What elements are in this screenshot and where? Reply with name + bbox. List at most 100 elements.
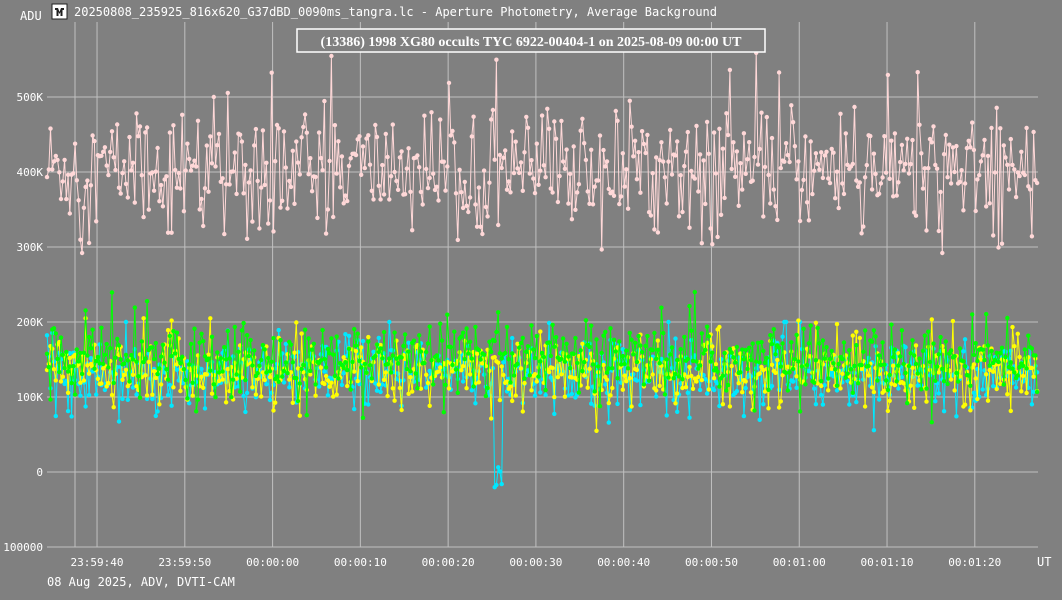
data-point xyxy=(165,230,171,235)
data-point xyxy=(678,173,683,178)
data-point xyxy=(718,212,724,217)
y-tick-label: 100000 xyxy=(3,541,43,554)
data-point xyxy=(48,397,53,402)
data-point xyxy=(171,385,176,390)
data-point xyxy=(847,348,852,353)
data-point xyxy=(496,360,501,365)
x-tick-label: 00:00:20 xyxy=(422,556,475,569)
data-point xyxy=(771,187,776,192)
data-point xyxy=(601,147,606,153)
data-point xyxy=(497,152,503,158)
data-point xyxy=(924,228,929,233)
data-point xyxy=(850,333,855,338)
data-point xyxy=(260,342,266,348)
data-point xyxy=(910,338,915,343)
data-point xyxy=(299,366,304,372)
data-point xyxy=(448,344,453,350)
data-point xyxy=(60,352,65,357)
data-point xyxy=(926,329,931,334)
data-point xyxy=(262,182,267,188)
data-point xyxy=(901,381,906,386)
data-point xyxy=(292,350,297,355)
data-point xyxy=(668,352,673,357)
data-point xyxy=(573,207,578,212)
data-point xyxy=(478,224,483,229)
data-point xyxy=(975,396,980,402)
data-point xyxy=(908,351,913,356)
data-point xyxy=(388,174,394,179)
data-point xyxy=(499,165,504,171)
data-point xyxy=(125,195,130,200)
data-point xyxy=(984,311,989,317)
data-point xyxy=(903,370,908,376)
data-point xyxy=(592,184,597,189)
data-point xyxy=(596,178,601,183)
data-point xyxy=(174,367,180,372)
data-point xyxy=(253,392,259,397)
data-point xyxy=(136,134,141,139)
data-point xyxy=(834,388,840,393)
data-point xyxy=(492,157,497,162)
data-point xyxy=(506,357,511,362)
data-point xyxy=(410,389,415,394)
data-point xyxy=(86,334,92,340)
data-point xyxy=(622,373,627,378)
data-point xyxy=(601,362,606,368)
data-point xyxy=(383,370,388,375)
data-point xyxy=(715,369,720,374)
data-point xyxy=(134,359,139,364)
data-point xyxy=(115,336,120,342)
data-point xyxy=(876,397,882,402)
data-point xyxy=(666,375,671,380)
data-point xyxy=(891,194,896,199)
data-point xyxy=(448,133,453,138)
data-point xyxy=(259,394,264,399)
data-point xyxy=(504,187,510,192)
data-point xyxy=(819,392,824,398)
data-point xyxy=(264,160,269,165)
data-point xyxy=(1005,162,1010,167)
data-point xyxy=(497,351,503,356)
data-point xyxy=(920,363,926,369)
data-point xyxy=(455,390,460,395)
data-point xyxy=(67,355,73,361)
data-point xyxy=(462,356,467,362)
data-point xyxy=(599,247,604,252)
data-point xyxy=(206,356,211,361)
data-point xyxy=(717,126,722,131)
data-point xyxy=(165,377,171,382)
data-point xyxy=(178,361,183,366)
data-point xyxy=(829,146,834,152)
data-point xyxy=(857,335,862,341)
data-point xyxy=(450,369,455,374)
data-point xyxy=(954,414,959,419)
data-point xyxy=(991,369,996,374)
data-point xyxy=(711,130,717,135)
data-point xyxy=(727,404,733,409)
data-point xyxy=(141,316,146,321)
data-point xyxy=(360,144,366,149)
data-point xyxy=(487,339,492,344)
data-point xyxy=(380,382,385,387)
data-point xyxy=(397,155,403,160)
data-point xyxy=(402,332,408,337)
data-point xyxy=(408,369,413,374)
data-point xyxy=(381,329,387,335)
data-point xyxy=(892,382,898,388)
data-point xyxy=(553,136,559,141)
y-axis-label: ADU xyxy=(20,9,42,23)
window-title: 20250808_235925_816x620_G37dBD_0090ms_ta… xyxy=(74,5,717,19)
data-point xyxy=(123,181,129,187)
data-point xyxy=(569,391,575,397)
data-point xyxy=(129,353,134,358)
data-point xyxy=(804,362,810,368)
data-point xyxy=(123,367,129,372)
data-point xyxy=(641,382,647,387)
data-point xyxy=(776,387,782,392)
data-point xyxy=(936,228,941,234)
x-axis-ticks: 23:59:40 23:59:50 00:00:00 00:00:10 00:00:20… xyxy=(71,556,1002,569)
data-point xyxy=(115,122,120,127)
data-point xyxy=(402,192,408,197)
data-point xyxy=(308,368,313,374)
